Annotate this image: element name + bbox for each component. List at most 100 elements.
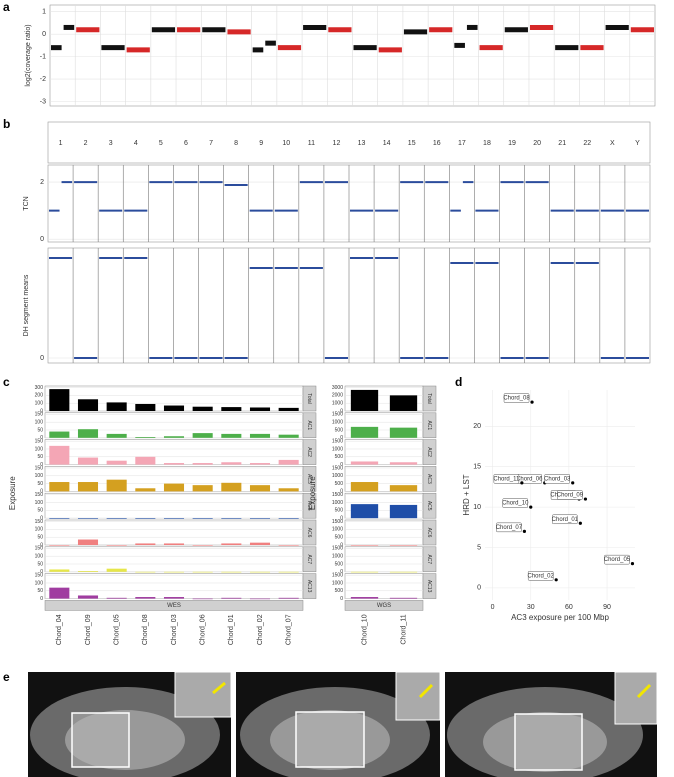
bar: [192, 463, 213, 465]
point: [571, 481, 575, 485]
bar: [350, 461, 379, 465]
bar: [106, 597, 127, 599]
bar: [278, 597, 299, 599]
bar: [249, 571, 271, 573]
x-tick-label: Chord_09: [85, 614, 92, 645]
inset: [614, 671, 658, 725]
bar: [192, 433, 213, 438]
bar: [389, 462, 418, 465]
chromosome-label: 7: [209, 140, 213, 147]
bar: [192, 485, 213, 492]
x-tick-label: Chord_05: [114, 614, 121, 645]
label-box: [544, 474, 570, 484]
y-tick-label: 100: [35, 473, 44, 479]
point: [530, 400, 534, 404]
panel-label: b: [3, 117, 10, 131]
label-box: [527, 571, 554, 581]
y-tick-label: 2000: [332, 393, 343, 399]
y-axis-title: TCN: [23, 196, 30, 210]
bar: [249, 542, 271, 545]
facet-strip-label: Total: [306, 393, 312, 404]
facet-strip-label: AC3: [426, 474, 432, 484]
bar: [221, 518, 242, 519]
bar: [192, 518, 213, 519]
bar: [77, 429, 99, 438]
y-tick-label: 1500: [332, 492, 343, 498]
facet-strip-label: AC2: [426, 447, 432, 457]
facet-strip-label: AC2: [306, 447, 312, 457]
y-tick-label: 100: [35, 401, 44, 407]
bar: [163, 436, 185, 438]
bar: [192, 545, 213, 546]
y-tick-label: 0: [340, 569, 343, 575]
bar: [389, 427, 418, 438]
bar: [163, 405, 185, 411]
bar: [49, 389, 70, 411]
x-tick-label: 90: [603, 604, 611, 611]
y-tick-label: -3: [40, 98, 46, 105]
facet-panel: [44, 412, 304, 439]
facet-strip: [302, 439, 317, 465]
y-tick-label: 1000: [332, 473, 343, 479]
bar: [49, 431, 70, 438]
bar: [221, 597, 242, 599]
chromosome-label: 9: [259, 140, 263, 147]
y-tick-label: 500: [335, 454, 344, 460]
bar: [350, 597, 379, 599]
y-tick-label: 0: [40, 462, 43, 468]
x-tick-label: Chord_03: [171, 614, 178, 645]
x-axis-title: AC3 exposure per 100 Mbp: [511, 613, 609, 622]
y-tick-label: 150: [35, 412, 44, 418]
y-tick-label: 1000: [332, 580, 343, 586]
bar: [106, 518, 127, 519]
facet-strip-label: AC3: [306, 474, 312, 484]
point: [520, 481, 524, 485]
bar: [163, 518, 185, 519]
label-box: [552, 514, 578, 525]
panel-label: c: [3, 375, 10, 389]
y-tick-label: 1000: [332, 527, 343, 533]
panel-label: d: [455, 375, 462, 389]
facet-strip: [422, 466, 437, 492]
chromosome-label: 2: [84, 140, 88, 147]
y-tick-label: 3000: [332, 385, 343, 391]
bar: [135, 518, 156, 519]
bar: [350, 545, 379, 546]
bar: [192, 571, 213, 573]
bar: [278, 459, 299, 465]
bar: [49, 587, 70, 599]
chromosome-label: 4: [134, 140, 138, 147]
bar: [49, 445, 70, 465]
bar: [389, 597, 418, 599]
y-tick-label: 300: [35, 385, 44, 391]
y-tick-label: 1000: [332, 420, 343, 426]
y-tick-label: 500: [335, 561, 344, 567]
bar: [389, 571, 418, 573]
y-tick-label: 15: [473, 464, 481, 471]
group-strip: [44, 600, 304, 611]
bar: [278, 518, 299, 519]
bar: [350, 482, 379, 492]
y-tick-label: 0: [40, 516, 43, 522]
bar: [389, 545, 418, 546]
y-tick-label: 0: [340, 435, 343, 441]
chromosome-label: 22: [583, 140, 591, 147]
x-tick-label: Chord_11: [400, 614, 407, 644]
chromosome-label: 13: [358, 140, 366, 147]
y-tick-label: 500: [335, 427, 344, 433]
y-tick-label: 0: [40, 435, 43, 441]
y-tick-label: 1500: [332, 438, 343, 444]
y-axis-title: Exposure: [8, 476, 17, 510]
y-tick-label: 1500: [332, 412, 343, 418]
facet-panel: [44, 573, 304, 599]
bar: [49, 545, 70, 546]
x-tick-label: Chord_07: [286, 614, 293, 645]
y-tick-label: 0: [340, 489, 343, 495]
point: [630, 562, 635, 566]
point-label: Chord_03: [544, 476, 571, 482]
x-tick-label: Chord_04: [56, 614, 63, 645]
bar: [135, 456, 156, 465]
x-tick-label: Chord_01: [228, 614, 235, 645]
y-tick-label: 0: [340, 516, 343, 522]
y-tick-label: 100: [35, 420, 44, 426]
